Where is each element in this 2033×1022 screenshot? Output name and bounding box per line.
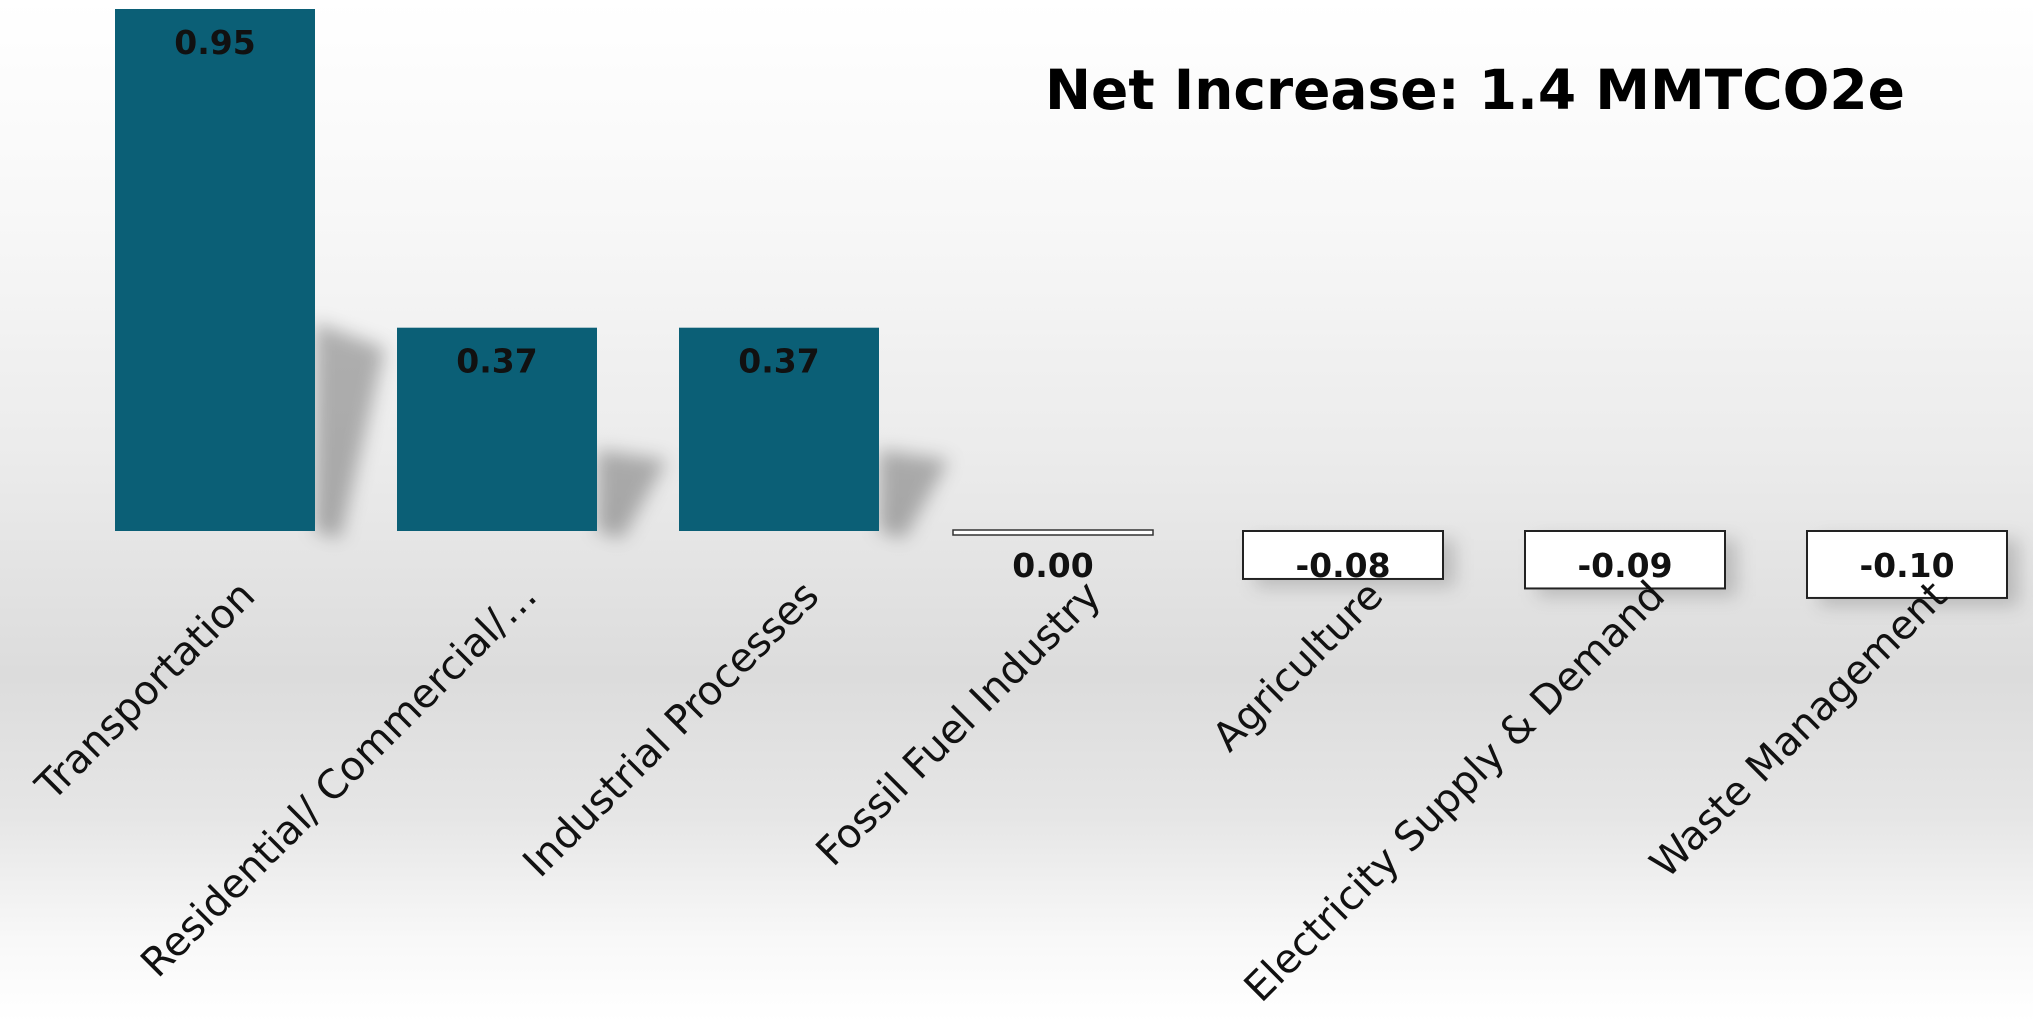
value-label-industrial-processes: 0.37 (738, 342, 819, 381)
value-label-electricity-supply-demand: -0.09 (1577, 546, 1672, 585)
category-label-industrial-processes: Industrial Processes (514, 573, 828, 887)
bar-shadow-residential-commercial (597, 449, 667, 539)
bar-transportation (115, 9, 315, 531)
bar-shadow-transportation (315, 322, 385, 539)
bar-waste-management (1806, 530, 2008, 599)
value-label-waste-management: -0.10 (1859, 546, 1954, 585)
net-increase-annotation: Net Increase: 1.4 MMTCO2e (1045, 58, 1905, 122)
bar-fossil-fuel-industry (952, 529, 1154, 536)
bar-shadow-industrial-processes (879, 449, 949, 539)
bar-agriculture (1242, 530, 1444, 580)
value-labels: 0.95 0.37 0.37 0.00 -0.08 -0.09 -0.10 (174, 23, 1954, 585)
value-label-residential-commercial: 0.37 (456, 342, 537, 381)
bar-electricity-supply-demand (1524, 530, 1726, 590)
value-label-agriculture: -0.08 (1295, 546, 1390, 585)
bars (115, 9, 2008, 599)
category-label-transportation: Transportation (27, 573, 264, 810)
category-label-agriculture: Agriculture (1204, 573, 1392, 761)
bar-industrial-processes (679, 327, 879, 531)
bar-residential-commercial (397, 327, 597, 531)
category-label-fossil-fuel-industry: Fossil Fuel Industry (808, 573, 1111, 876)
value-label-transportation: 0.95 (174, 23, 255, 62)
category-label-waste-management: Waste Management (1642, 573, 1957, 888)
value-label-fossil-fuel-industry: 0.00 (1012, 546, 1093, 585)
